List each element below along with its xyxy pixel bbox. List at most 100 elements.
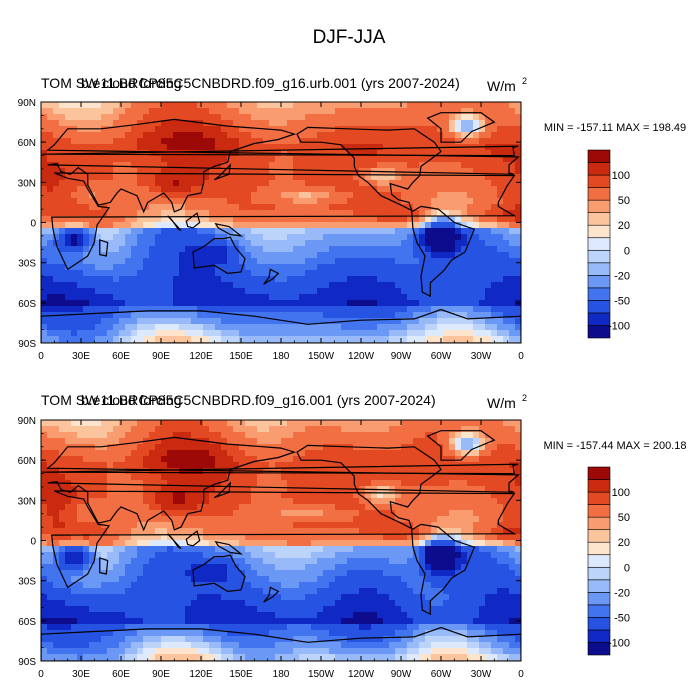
units-label: W/m xyxy=(487,395,516,411)
colorbar-swatch xyxy=(587,504,611,518)
colorbar-swatch xyxy=(587,529,611,543)
colorbar-label: 20 xyxy=(618,537,630,549)
x-tick-label: 60E xyxy=(112,351,130,362)
colorbar-swatch xyxy=(587,541,611,556)
panel-title-case: b.e11.BRCP85C5CNBDRD.f09_g16.001 (yrs 20… xyxy=(81,392,436,408)
y-tick-label: 30S xyxy=(18,259,36,270)
y-tick-label: 60S xyxy=(18,617,36,628)
coastlines xyxy=(41,112,521,343)
y-tick-label: 0 xyxy=(30,219,36,230)
colorbar-label: 100 xyxy=(612,487,630,499)
colorbar-swatch xyxy=(587,466,611,480)
x-tick-label: 30W xyxy=(471,669,492,680)
y-tick-label: 60S xyxy=(18,299,36,310)
colorbar-swatch xyxy=(587,174,611,188)
y-tick-label: 60N xyxy=(18,138,36,149)
colorbar-swatch xyxy=(587,566,611,581)
colorbar-label: 50 xyxy=(618,195,630,207)
map-panel-1: 0 30E 60E 90E 120E 150E 180 150W 120W 90W 60W 30W 09… xyxy=(18,75,686,362)
colorbar-label: -100 xyxy=(608,320,630,332)
y-tick-label: 30N xyxy=(18,496,36,507)
x-tick-label: 150W xyxy=(308,351,335,362)
x-tick-label: 180 xyxy=(273,669,290,680)
x-tick-label: 150E xyxy=(229,669,253,680)
colorbar-label: 0 xyxy=(624,245,630,257)
x-tick-label: 0 xyxy=(518,669,524,680)
field-raster xyxy=(41,102,521,343)
x-tick-label: 60E xyxy=(112,669,130,680)
y-tick-label: 30S xyxy=(18,577,36,588)
units-label: W/m xyxy=(487,78,516,94)
y-tick-label: 90S xyxy=(18,657,36,668)
y-tick-label: 60N xyxy=(18,456,36,467)
colorbar-swatch xyxy=(587,325,611,339)
colorbar-swatch xyxy=(587,491,611,505)
colorbar-swatch xyxy=(587,554,611,568)
colorbar-swatch xyxy=(587,629,611,643)
min-max-stats: MIN = -157.11 MAX = 198.49 xyxy=(544,122,686,134)
x-tick-label: 120W xyxy=(348,669,375,680)
colorbar: 100 50 20 0 -20 -50 -100 xyxy=(587,149,630,339)
colorbar-label: -20 xyxy=(614,587,630,599)
y-tick-label: 90N xyxy=(18,98,36,109)
colorbar-label: -50 xyxy=(614,295,630,307)
panel-title-left: TOM SW cloud forcing xyxy=(41,392,182,408)
coastlines xyxy=(41,430,521,661)
colorbar-swatch xyxy=(587,617,611,631)
colorbar-swatch xyxy=(587,212,611,226)
x-tick-label: 30W xyxy=(471,351,492,362)
colorbar-swatch xyxy=(587,237,611,251)
x-tick-label: 60W xyxy=(431,669,452,680)
panels: 0 30E 60E 90E 120E 150E 180 150W 120W 90W 60W 30W 09… xyxy=(18,75,687,680)
colorbar-swatch xyxy=(587,312,611,326)
y-tick-label: 90N xyxy=(18,416,36,427)
x-tick-label: 0 xyxy=(518,351,524,362)
colorbar-swatch xyxy=(587,187,611,201)
x-tick-label: 0 xyxy=(38,351,44,362)
x-tick-label: 150E xyxy=(229,351,253,362)
colorbar-swatch xyxy=(587,604,611,618)
y-tick-label: 30N xyxy=(18,178,36,189)
figure-title: DJF-JJA xyxy=(313,27,386,48)
x-tick-label: 120W xyxy=(348,351,375,362)
colorbar-swatch xyxy=(587,262,611,276)
x-tick-label: 90W xyxy=(391,669,412,680)
colorbar-label: 0 xyxy=(624,562,630,574)
x-tick-label: 180 xyxy=(273,351,290,362)
x-tick-label: 90E xyxy=(152,669,170,680)
y-tick-label: 90S xyxy=(18,339,36,350)
field-raster xyxy=(41,420,521,661)
units-superscript: 2 xyxy=(522,393,527,403)
x-tick-label: 30E xyxy=(72,351,90,362)
colorbar-label: -20 xyxy=(614,270,630,282)
x-tick-label: 120E xyxy=(189,351,213,362)
colorbar-swatch xyxy=(587,592,611,606)
colorbar-label: -100 xyxy=(608,637,630,649)
x-tick-label: 90E xyxy=(152,351,170,362)
x-tick-label: 90W xyxy=(391,351,412,362)
colorbar-swatch xyxy=(587,287,611,301)
min-max-stats: MIN = -157.44 MAX = 200.18 xyxy=(543,440,686,452)
colorbar-swatch xyxy=(587,224,611,239)
colorbar-label: -50 xyxy=(614,612,630,624)
colorbar-swatch xyxy=(587,275,611,289)
colorbar-swatch xyxy=(587,516,611,530)
panel-title-case: b.e11.BRCP85C5CNBDRD.f09_g16.urb.001 (yr… xyxy=(81,75,460,91)
colorbar: 100 50 20 0 -20 -50 -100 xyxy=(587,466,630,656)
x-tick-label: 60W xyxy=(431,351,452,362)
colorbar-swatch xyxy=(587,199,611,213)
panel-title-left: TOM SW cloud forcing xyxy=(41,75,182,91)
colorbar-label: 20 xyxy=(618,220,630,232)
colorbar-swatch xyxy=(587,300,611,314)
x-tick-label: 30E xyxy=(72,669,90,680)
colorbar-label: 100 xyxy=(612,170,630,182)
map-panel-2: 0 30E 60E 90E 120E 150E 180 150W 120W 90W 60W 30W 09… xyxy=(18,392,687,680)
colorbar-swatch xyxy=(587,162,611,176)
colorbar-label: 50 xyxy=(618,512,630,524)
colorbar-swatch xyxy=(587,249,611,264)
colorbar-swatch xyxy=(587,642,611,656)
x-tick-label: 120E xyxy=(189,669,213,680)
y-tick-label: 0 xyxy=(30,537,36,548)
x-tick-label: 0 xyxy=(38,669,44,680)
